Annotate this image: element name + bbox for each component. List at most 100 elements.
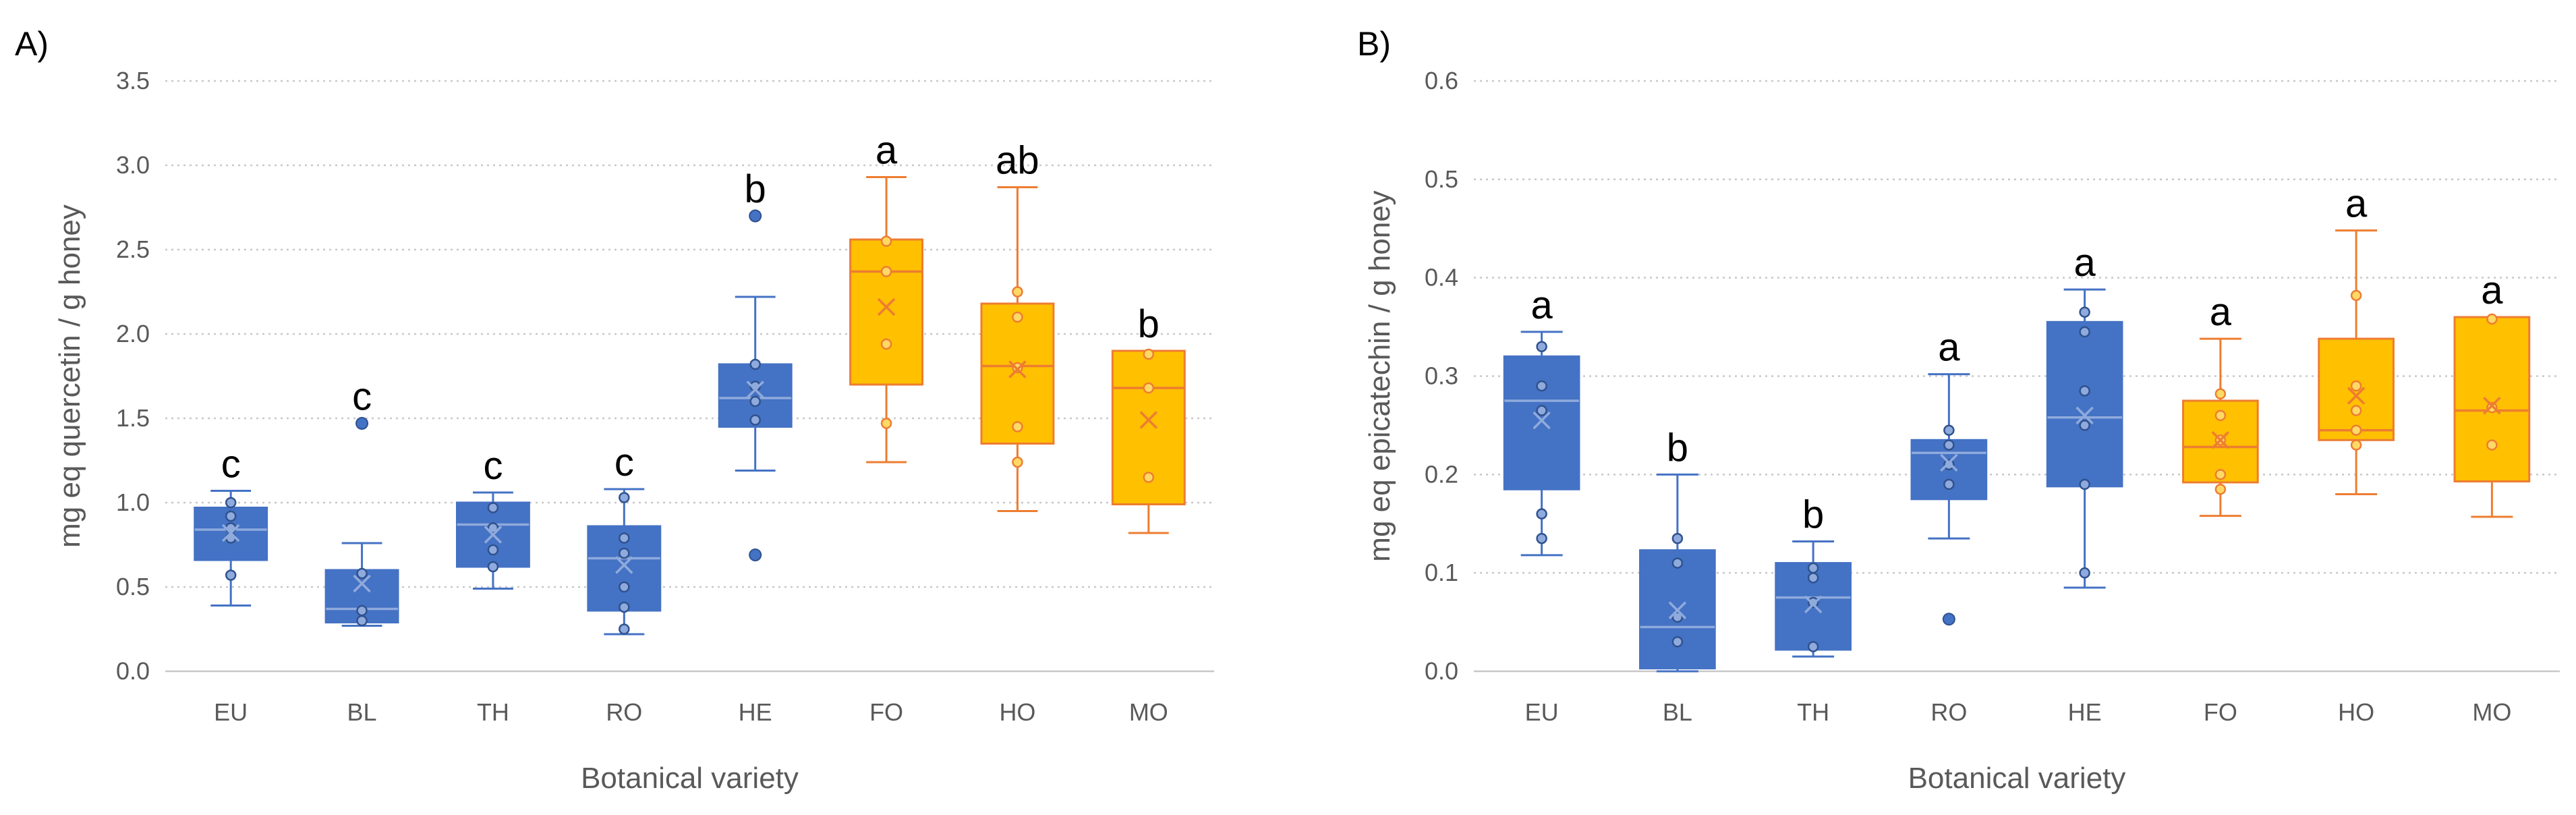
data-point — [1807, 641, 1819, 652]
x-axis-title: Botanical variety — [581, 762, 799, 795]
data-point — [2350, 439, 2362, 451]
mean-marker — [2211, 431, 2230, 449]
data-point — [2486, 401, 2498, 414]
data-point — [1807, 596, 1819, 609]
significance-letter: c — [483, 444, 503, 488]
mean-marker — [2483, 397, 2501, 415]
data-point — [880, 418, 892, 429]
data-point — [1012, 421, 1023, 432]
significance-letter: a — [2481, 269, 2503, 312]
data-point — [2079, 478, 2090, 490]
outlier-point — [1942, 613, 1955, 626]
chart-panel-a: A) 0.0 0.5 1.0 1.5 2.0 2.5 3.0 3.5 mg eq querceti… — [15, 25, 1214, 795]
y-tick-label: 3.0 — [116, 151, 150, 179]
data-point — [2214, 483, 2227, 495]
x-tick-label: EU — [214, 698, 248, 726]
mean-marker — [1139, 411, 1158, 429]
significance-letter: b — [1138, 302, 1160, 346]
mean-marker — [746, 381, 764, 399]
y-tick-label: 2.0 — [116, 320, 150, 347]
data-point — [749, 395, 761, 408]
data-point — [1012, 362, 1023, 374]
y-axis-title: mg eq quercetin / g honey — [53, 204, 86, 548]
data-point — [2079, 326, 2090, 338]
box-ro: c RO — [587, 441, 662, 726]
data-point — [1943, 459, 1955, 470]
data-point — [880, 266, 892, 277]
data-point — [1943, 424, 1955, 436]
data-point — [1536, 341, 1547, 352]
x-tick-label: BL — [347, 698, 377, 726]
mean-marker — [615, 556, 633, 574]
panel-label: A) — [15, 25, 49, 63]
data-point — [1943, 478, 1955, 490]
data-point — [487, 544, 499, 556]
data-point — [619, 601, 630, 613]
data-point — [619, 623, 630, 635]
box-ho: a HO — [2318, 182, 2395, 726]
box-mo: b MO — [1111, 302, 1186, 726]
y-tick-label: 0.4 — [1425, 264, 1458, 291]
data-point — [749, 414, 761, 426]
significance-letter: ab — [996, 139, 1039, 183]
outlier-point — [355, 417, 369, 430]
data-point — [1143, 472, 1155, 483]
data-point — [2214, 388, 2227, 399]
x-tick-label: EU — [1525, 698, 1559, 726]
significance-letter: b — [745, 167, 766, 211]
significance-letter: a — [876, 129, 898, 173]
y-tick-label: 1.0 — [116, 488, 150, 516]
data-point — [2350, 380, 2362, 392]
data-point — [1671, 557, 1684, 569]
data-point — [1012, 286, 1023, 298]
data-point — [487, 502, 499, 513]
y-tick-label: 3.5 — [116, 67, 150, 94]
y-axis-title: mg eq epicatechin / g honey — [1363, 190, 1396, 561]
data-point — [619, 581, 630, 593]
x-tick-label: HO — [2338, 698, 2374, 726]
data-point — [1012, 456, 1023, 468]
y-tick-label: 0.5 — [1425, 165, 1458, 193]
box-mo: a MO — [2453, 269, 2531, 726]
data-point — [487, 522, 499, 534]
x-tick-label: FO — [2204, 698, 2237, 726]
x-axis-title: Botanical variety — [1908, 762, 2126, 795]
box-iqr — [1503, 355, 1580, 490]
significance-letter: c — [221, 443, 241, 486]
data-point — [1012, 311, 1023, 323]
data-point — [1671, 611, 1684, 623]
data-point — [1143, 382, 1155, 394]
box-th: c TH — [455, 444, 530, 726]
box-iqr — [2453, 316, 2531, 483]
data-point — [1536, 405, 1547, 416]
box-bl: b BL — [1639, 426, 1716, 726]
box-eu: c EU — [194, 443, 268, 726]
y-tick-label: 1.5 — [116, 404, 150, 432]
data-point — [619, 532, 630, 544]
data-point — [2486, 439, 2498, 451]
box-ho: ab HO — [980, 139, 1055, 726]
data-point — [1536, 380, 1547, 392]
y-tick-label: 0.1 — [1425, 559, 1458, 586]
x-tick-label: RO — [1930, 698, 1967, 726]
mean-marker — [1804, 595, 1823, 614]
significance-letter: a — [2073, 241, 2096, 285]
box-iqr — [2046, 320, 2123, 488]
panel-label: B) — [1357, 25, 1391, 63]
box-fo: a FO — [849, 129, 924, 726]
data-point — [2214, 469, 2227, 480]
x-tick-label: TH — [1797, 698, 1829, 726]
box-he: b HE — [718, 167, 793, 726]
y-tick-label: 0.0 — [116, 657, 150, 685]
data-point — [1807, 562, 1819, 574]
box-fo: a FO — [2182, 290, 2259, 726]
outlier-point — [749, 549, 762, 561]
mean-marker — [2076, 406, 2094, 425]
data-point — [356, 615, 368, 627]
data-point — [1807, 572, 1819, 584]
box-th: b TH — [1775, 493, 1852, 726]
y-tick-label: 0.0 — [1425, 657, 1458, 685]
x-tick-label: MO — [1129, 698, 1168, 726]
